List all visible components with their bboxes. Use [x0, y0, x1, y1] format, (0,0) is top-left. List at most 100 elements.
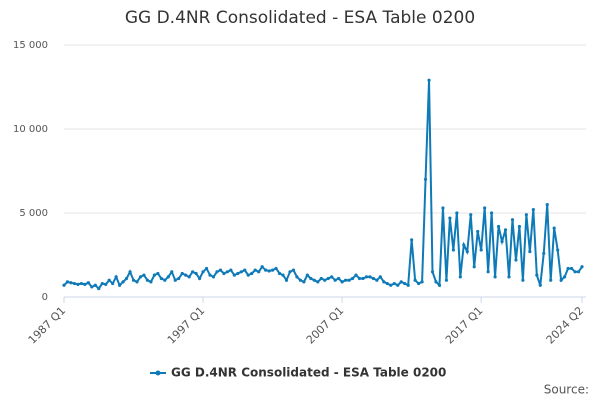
point: [163, 278, 167, 282]
point: [267, 269, 271, 273]
point: [284, 278, 289, 282]
point: [225, 270, 229, 274]
point: [135, 280, 139, 284]
point: [229, 268, 233, 272]
point: [476, 229, 480, 234]
point: [566, 266, 570, 271]
point: [430, 270, 435, 274]
point: [514, 258, 518, 262]
point: [197, 276, 202, 281]
point: [503, 228, 508, 232]
point: [194, 271, 198, 276]
point: [131, 278, 136, 282]
point: [552, 226, 556, 230]
point: [563, 275, 567, 279]
point: [396, 283, 400, 287]
point: [455, 211, 459, 215]
point: [368, 275, 372, 279]
point: [375, 278, 379, 282]
point: [218, 268, 223, 272]
point: [211, 275, 216, 279]
point: [340, 280, 344, 284]
point: [121, 280, 125, 284]
point: [295, 275, 299, 279]
point: [354, 273, 358, 277]
point: [309, 276, 313, 281]
point: [580, 265, 584, 269]
point: [152, 273, 156, 277]
point: [302, 280, 306, 284]
point: [208, 273, 212, 277]
point: [65, 280, 70, 284]
point: [350, 276, 355, 281]
point: [149, 280, 153, 284]
x-tick-label: 2017 Q1: [443, 304, 486, 347]
point: [166, 275, 170, 279]
point: [472, 265, 476, 269]
point: [72, 281, 77, 286]
point: [118, 283, 122, 287]
source: Source:: [544, 383, 589, 397]
point: [549, 278, 553, 282]
point: [364, 275, 369, 279]
point: [371, 276, 376, 281]
point: [83, 282, 87, 286]
point: [93, 283, 97, 287]
point: [556, 248, 560, 252]
point: [535, 273, 539, 277]
point: [410, 238, 414, 242]
point: [97, 287, 101, 291]
point: [236, 271, 240, 276]
y-tick-label: 0: [42, 292, 48, 303]
point: [257, 270, 261, 274]
point: [111, 281, 115, 286]
chart-title: GG D.4NR Consolidated - ESA Table 0200: [125, 8, 475, 28]
point: [187, 275, 191, 279]
point: [337, 276, 341, 281]
point: [222, 271, 226, 276]
y-tick-label: 15 000: [13, 40, 48, 51]
point: [305, 273, 309, 277]
point: [333, 278, 337, 282]
point: [423, 177, 428, 181]
point: [573, 270, 577, 274]
point: [343, 278, 348, 282]
x-tick-label: 1987 Q1: [26, 304, 69, 347]
point: [444, 278, 449, 282]
point: [326, 276, 330, 281]
x-tick-label: 1997 Q1: [165, 304, 208, 347]
point: [128, 270, 132, 274]
point: [441, 206, 445, 210]
point: [107, 278, 111, 282]
point: [427, 78, 431, 82]
point: [517, 224, 522, 229]
point: [500, 239, 504, 244]
point: [465, 250, 469, 254]
point: [483, 206, 487, 210]
point: [264, 268, 268, 272]
point: [312, 278, 316, 282]
point: [69, 281, 73, 285]
point: [385, 281, 389, 286]
point: [469, 213, 473, 217]
point: [191, 270, 195, 274]
point: [528, 250, 532, 254]
point: [357, 276, 362, 281]
point: [138, 275, 143, 279]
point: [330, 275, 334, 279]
point: [437, 283, 442, 287]
point: [142, 273, 146, 277]
point: [86, 281, 90, 285]
point: [510, 218, 515, 222]
point: [288, 270, 292, 274]
point: [542, 251, 546, 255]
point: [378, 275, 382, 279]
point: [462, 243, 466, 247]
point: [104, 282, 108, 286]
point: [559, 278, 563, 282]
point: [545, 203, 549, 207]
legend-marker: [155, 370, 161, 376]
point: [204, 266, 209, 271]
point: [76, 282, 80, 286]
